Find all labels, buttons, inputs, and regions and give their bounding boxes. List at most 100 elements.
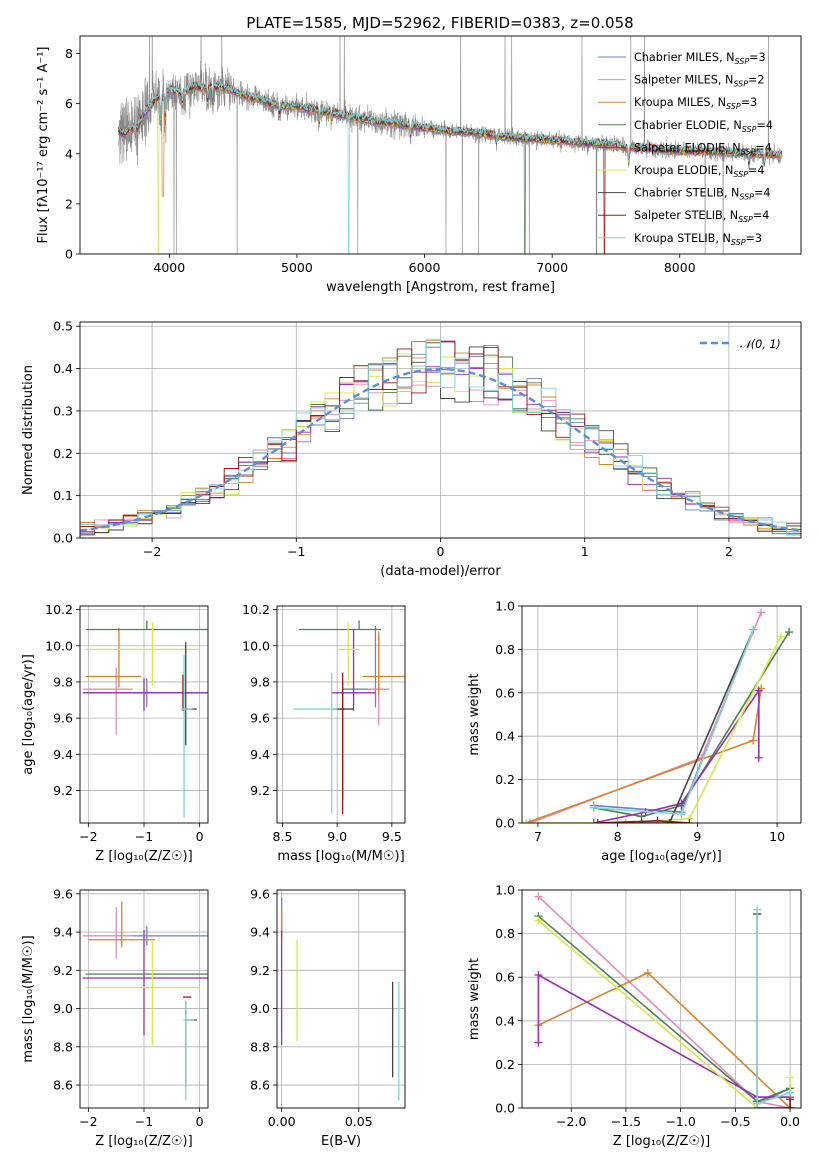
y-tick-label: 0.5 <box>53 319 73 334</box>
plot-area <box>293 620 405 814</box>
legend-nssp: 3 <box>750 96 757 109</box>
y-tick-label: 0.4 <box>495 1013 515 1028</box>
weight-marker <box>777 632 786 641</box>
legend-entry: Chabrier STELIB, NSSP=4 <box>634 187 771 202</box>
errorbar-6 <box>184 1000 197 1087</box>
axes-frame <box>79 889 209 1109</box>
errorbar-8 <box>182 1000 195 1101</box>
y-axis-label: mass [log₁₀(M/M☉)] <box>21 935 36 1062</box>
legend-model-name: Chabrier STELIB <box>634 187 724 200</box>
weight-marker <box>589 803 598 812</box>
y-tick-label: 0.2 <box>53 446 73 461</box>
x-axis-label: Z [log₁₀(Z/Z☉)] <box>95 1134 192 1149</box>
errorbar-3 <box>85 620 208 631</box>
legend-entry: Kroupa MILES, NSSP=3 <box>634 96 757 111</box>
weight-marker <box>534 916 543 925</box>
y-tick-label: 9.0 <box>250 1001 270 1016</box>
x-tick-label: 7000 <box>536 260 568 275</box>
axes-frame <box>521 889 802 1109</box>
y-tick-label: 1.0 <box>495 883 515 898</box>
legend-nssp: 2 <box>757 74 764 87</box>
x-axis-label: Z [log₁₀(Z/Z☉)] <box>613 1134 710 1149</box>
y-tick-label: 9.2 <box>250 963 270 978</box>
weight-line-4 <box>537 973 791 1098</box>
weight-marker <box>522 819 530 823</box>
plot-area <box>82 901 208 1101</box>
y-tick-label: 0.8 <box>495 642 515 657</box>
y-tick-label: 9.6 <box>250 711 270 726</box>
y-tick-label: 0.6 <box>495 970 515 985</box>
plot-area <box>534 892 795 1108</box>
chart-mass-vs-z: −2 −1 0 8.6 8.8 9.0 9.2 9.4 9.6 Z [log₁₀(Z/Z☉)] ma… <box>21 886 209 1149</box>
x-tick-label: 6000 <box>409 260 441 275</box>
weight-line-2 <box>538 971 791 1108</box>
plot-area <box>522 608 794 823</box>
legend: Chabrier MILES, NSSP=3 Salpeter MILES, NS… <box>598 51 773 247</box>
errorbar-4 <box>331 629 376 711</box>
x-axis-label: age [log₁₀(age/yr)] <box>601 849 722 864</box>
x-tick-label: −1 <box>135 1114 153 1129</box>
y-tick-label: 0.4 <box>53 361 73 376</box>
x-axis-label: (data-model)/error <box>380 564 501 579</box>
weight-line-5 <box>526 636 782 823</box>
x-axis-label: E(B-V) <box>321 1134 361 1149</box>
y-tick-label: 9.2 <box>250 783 270 798</box>
y-tick-label: 0.4 <box>495 729 515 744</box>
weight-marker <box>677 810 686 819</box>
x-tick-label: −2 <box>79 829 97 844</box>
weight-marker <box>534 892 543 901</box>
legend-nssp: 4 <box>762 209 769 222</box>
weight-line-8 <box>756 909 791 1105</box>
figure-title: PLATE=1585, MJD=52962, FIBERID=0383, z=0… <box>246 14 633 32</box>
weight-marker <box>525 819 534 823</box>
y-tick-label: 9.2 <box>53 783 73 798</box>
weight-marker <box>534 1038 543 1047</box>
legend-entry: Salpeter STELIB, NSSP=4 <box>634 209 769 224</box>
errorbar-2 <box>88 901 156 948</box>
chart-mass-vs-ebv: 0.00 0.05 8.6 8.8 9.0 9.2 9.4 9.6 E(B-V) <box>250 886 406 1149</box>
y-tick-label: 9.6 <box>53 711 73 726</box>
legend-model-name: Chabrier ELODIE <box>634 119 726 132</box>
weight-marker <box>643 968 652 977</box>
x-tick-label: 0.05 <box>345 1114 373 1129</box>
weight-marker <box>753 905 762 914</box>
x-tick-label: 8000 <box>664 260 696 275</box>
legend-entry: Kroupa ELODIE, NSSP=4 <box>634 164 765 179</box>
legend-entry: Chabrier MILES, NSSP=3 <box>634 51 766 66</box>
weight-marker <box>593 819 602 823</box>
errorbar-8 <box>293 672 338 814</box>
weight-marker <box>753 1099 762 1108</box>
legend-model-name: Salpeter MILES <box>634 74 718 87</box>
legend-model-name: Salpeter ELODIE <box>634 141 725 154</box>
weight-marker <box>785 628 794 637</box>
y-tick-label: 0.0 <box>495 1101 515 1116</box>
weight-marker <box>754 686 763 695</box>
y-tick-label: 0.0 <box>53 531 73 546</box>
gaussian-curve <box>80 367 801 532</box>
plot-area <box>280 897 400 1101</box>
weight-marker <box>653 816 662 823</box>
weight-marker <box>786 1088 795 1097</box>
x-tick-label: −0.5 <box>720 1114 750 1129</box>
weight-marker <box>685 819 694 823</box>
weight-marker <box>754 753 763 762</box>
weight-marker <box>589 819 598 823</box>
x-tick-label: 2 <box>725 544 733 559</box>
y-tick-label: 9.2 <box>53 963 73 978</box>
legend-entry: Salpeter MILES, NSSP=2 <box>634 74 765 89</box>
y-tick-label: 4 <box>65 146 73 161</box>
y-tick-label: 10.2 <box>45 602 73 617</box>
model-spectrum-0 <box>118 85 783 169</box>
x-tick-label: 9.5 <box>382 829 402 844</box>
axes-frame <box>79 321 802 539</box>
x-tick-label: −1.0 <box>665 1114 695 1129</box>
legend-nssp: 4 <box>757 164 764 177</box>
legend-nssp: 4 <box>766 119 773 132</box>
x-tick-label: 10 <box>769 829 785 844</box>
chart-age-vs-mass: 8.5 9.0 9.5 9.2 9.4 9.6 9.8 10.0 10.2 mass [log₁₀… <box>242 602 406 864</box>
y-tick-label: 9.4 <box>250 747 270 762</box>
weight-marker <box>637 819 646 823</box>
x-tick-label: −1 <box>287 544 305 559</box>
y-axis-label: Flux [fλ10⁻¹⁷ erg cm⁻² s⁻¹ A⁻¹] <box>36 47 51 244</box>
errorbar-2 <box>362 631 405 695</box>
